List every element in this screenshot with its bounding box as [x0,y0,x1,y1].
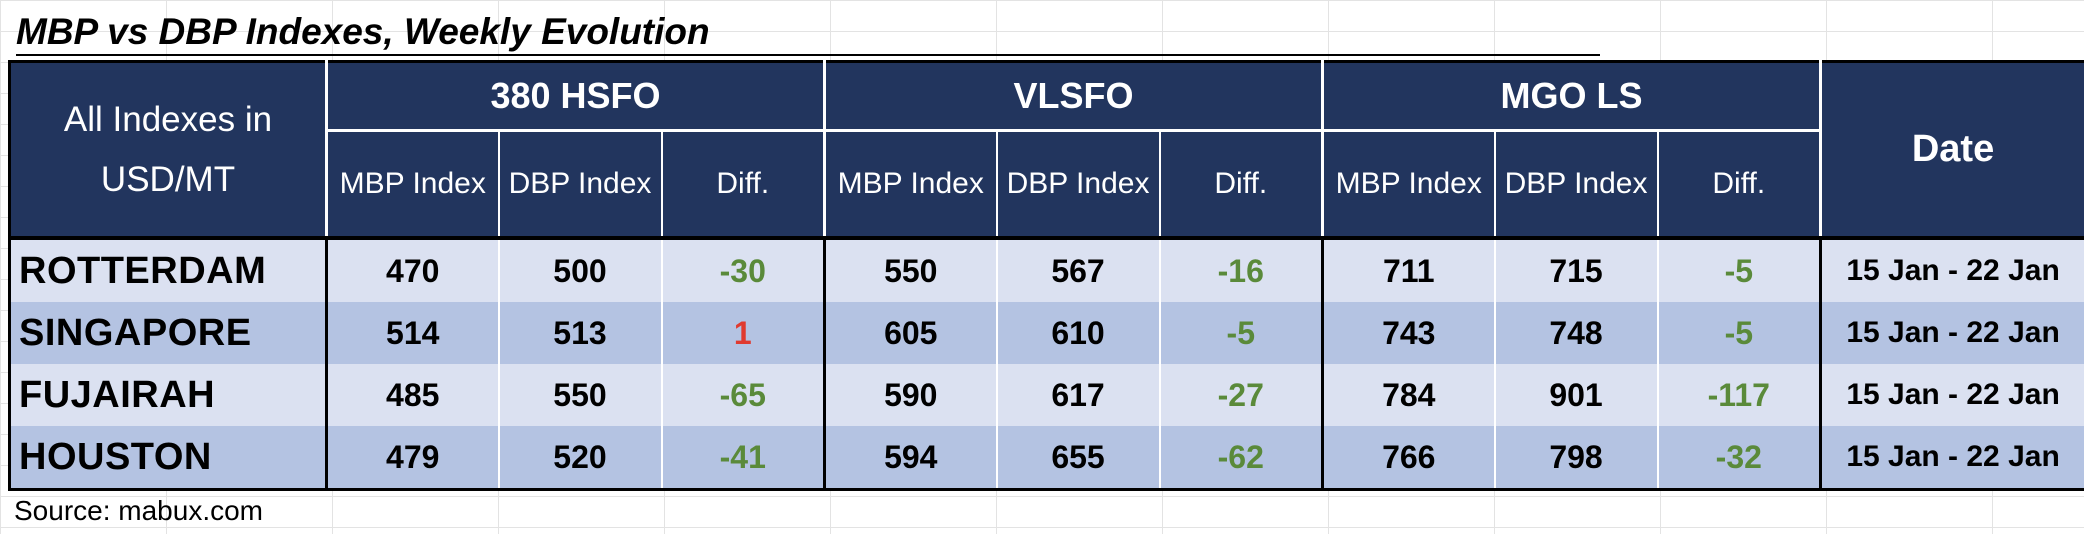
dbp-index-cell: 567 [995,240,1160,302]
diff-cell: -16 [1158,240,1323,302]
sub-header-dbp-index: DBP Index [1493,130,1658,236]
table-row: SINGAPORE 514 513 1 605 610 -5 743 748 -5 15 Jan -… [9,302,2084,364]
dbp-index-cell: 550 [497,364,662,426]
index-table: All Indexes in USD/MT 380 HSFO VLSFO MGO… [8,60,2084,491]
sub-header-mbp-index: MBP Index [1321,130,1495,236]
mbp-index-cell: 766 [1321,426,1495,490]
sub-header-mbp-index: MBP Index [823,130,997,236]
mbp-index-cell: 711 [1321,240,1495,302]
diff-cell: -5 [1656,240,1821,302]
date-cell: 15 Jan - 22 Jan [1819,240,2084,302]
diff-cell: -5 [1158,302,1323,364]
mbp-index-cell: 743 [1321,302,1495,364]
dbp-index-cell: 798 [1493,426,1658,490]
date-cell: 15 Jan - 22 Jan [1819,302,2084,364]
sub-header-diff: Diff. [1656,130,1821,236]
port-name: FUJAIRAH [9,364,327,426]
group-header-vlsfo: VLSFO [823,61,1323,132]
group-header-380-hsfo: 380 HSFO [324,61,825,132]
dbp-index-cell: 748 [1493,302,1658,364]
table-row: ROTTERDAM 470 500 -30 550 567 -16 711 715 -5 15 Ja… [9,240,2084,302]
mbp-index-cell: 514 [325,302,499,364]
sub-header-diff: Diff. [660,130,825,236]
diff-cell: -32 [1656,426,1821,490]
table-row: FUJAIRAH 485 550 -65 590 617 -27 784 901 -117 15 J… [9,364,2084,426]
mbp-index-cell: 479 [325,426,499,490]
chart-title: MBP vs DBP Indexes, Weekly Evolution [16,10,1600,56]
sub-header-dbp-index: DBP Index [497,130,662,236]
date-cell: 15 Jan - 22 Jan [1819,364,2084,426]
corner-label-line-1: All Indexes in [63,99,273,139]
group-header-mgo-ls: MGO LS [1321,61,1821,132]
mbp-index-cell: 605 [823,302,997,364]
diff-cell: -5 [1656,302,1821,364]
diff-cell: -117 [1656,364,1821,426]
dbp-index-cell: 901 [1493,364,1658,426]
header-sub-row: MBP Index DBP Index Diff. MBP Index DBP … [9,130,2084,236]
header-group-row: All Indexes in USD/MT 380 HSFO VLSFO MGO… [9,61,2084,236]
port-name: HOUSTON [9,426,327,490]
port-name: SINGAPORE [9,302,327,364]
diff-cell: -62 [1158,426,1323,490]
dbp-index-cell: 513 [497,302,662,364]
mbp-index-cell: 594 [823,426,997,490]
sub-header-mbp-index: MBP Index [325,130,499,236]
mbp-index-cell: 590 [823,364,997,426]
dbp-index-cell: 617 [995,364,1160,426]
corner-label-line-2: USD/MT [100,159,236,199]
table-row: HOUSTON 479 520 -41 594 655 -62 766 798 -32 15 Jan… [9,426,2084,490]
header-divider [9,236,2084,240]
mbp-index-cell: 485 [325,364,499,426]
mbp-index-cell: 470 [325,240,499,302]
mbp-index-cell: 784 [1321,364,1495,426]
mbp-index-cell: 550 [823,240,997,302]
date-header: Date [1819,61,2084,236]
dbp-index-cell: 655 [995,426,1160,490]
corner-label: All Indexes in USD/MT [9,61,328,236]
dbp-index-cell: 500 [497,240,662,302]
diff-cell: -30 [660,240,825,302]
diff-cell: -41 [660,426,825,490]
table-body: ROTTERDAM 470 500 -30 550 567 -16 711 715 -5 15 Ja… [9,240,2084,490]
sub-header-dbp-index: DBP Index [995,130,1160,236]
source-note: Source: mabux.com [14,495,263,526]
dbp-index-cell: 715 [1493,240,1658,302]
diff-cell: -27 [1158,364,1323,426]
diff-cell: 1 [660,302,825,364]
dbp-index-cell: 610 [995,302,1160,364]
port-name: ROTTERDAM [9,240,327,302]
date-cell: 15 Jan - 22 Jan [1819,426,2084,490]
dbp-index-cell: 520 [497,426,662,490]
diff-cell: -65 [660,364,825,426]
sub-header-diff: Diff. [1158,130,1323,236]
